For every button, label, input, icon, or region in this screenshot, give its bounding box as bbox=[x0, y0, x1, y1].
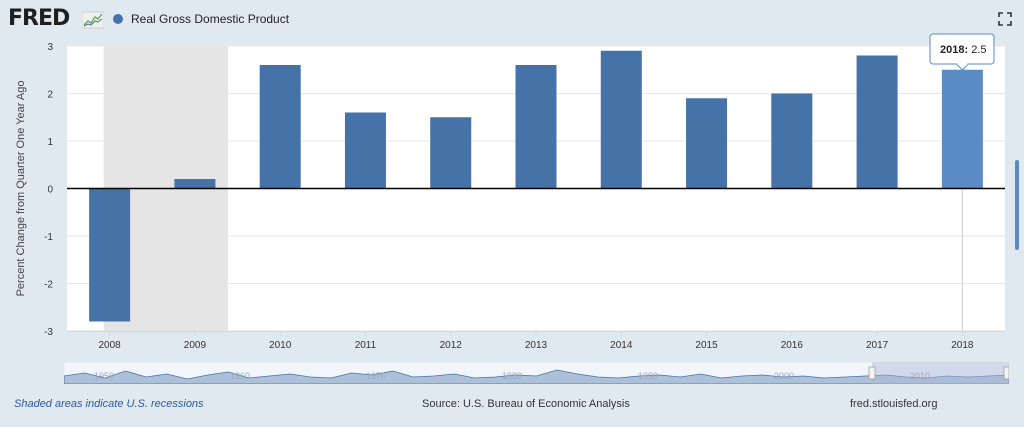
tooltip-value: 2.5 bbox=[968, 44, 986, 56]
x-tick-label: 2013 bbox=[525, 340, 548, 351]
legend-series-label: Real Gross Domestic Product bbox=[131, 12, 290, 26]
bar[interactable] bbox=[430, 117, 472, 189]
navigator-label: 1970 bbox=[366, 371, 386, 381]
bar[interactable] bbox=[174, 179, 216, 189]
range-navigator[interactable]: 1950 1960 1970 1980 1990 2000 2010 bbox=[64, 362, 1009, 384]
y-tick-label: -1 bbox=[44, 232, 53, 243]
navigator-handle-right[interactable] bbox=[1003, 366, 1009, 380]
tooltip-pointer-mask bbox=[957, 63, 968, 65]
bar[interactable] bbox=[856, 55, 898, 189]
y-tick-label: -2 bbox=[44, 280, 53, 291]
navigator-handle-left[interactable] bbox=[868, 366, 876, 380]
fred-logo[interactable]: FRED bbox=[8, 6, 70, 31]
x-tick-label: 2018 bbox=[951, 340, 974, 351]
tooltip-text: 2018: 2.5 bbox=[940, 44, 987, 56]
x-tick-label: 2015 bbox=[695, 340, 718, 351]
bar[interactable] bbox=[771, 93, 813, 189]
bar[interactable] bbox=[259, 65, 301, 189]
navigator-label: 2010 bbox=[910, 371, 930, 381]
x-tick-label: 2012 bbox=[440, 340, 463, 351]
chart-area: -3 -2 -1 0 1 2 3 Percent Change from Quarter On… bbox=[15, 33, 1005, 351]
navigator-label: 2000 bbox=[774, 371, 794, 381]
navigator-label: 1950 bbox=[94, 371, 114, 381]
navigator-label: 1980 bbox=[502, 371, 522, 381]
chart-header: FRED Real Gross Domestic Product bbox=[0, 0, 1024, 40]
bar[interactable] bbox=[515, 65, 557, 189]
bar[interactable] bbox=[686, 98, 728, 189]
legend-series-dot bbox=[113, 14, 123, 24]
navigator-label: 1960 bbox=[230, 371, 250, 381]
bar[interactable] bbox=[600, 50, 642, 189]
tooltip-label: 2018: bbox=[940, 44, 968, 56]
x-tick-label: 2014 bbox=[610, 340, 633, 351]
fullscreen-icon[interactable] bbox=[998, 12, 1012, 26]
navigator-selected-range[interactable] bbox=[872, 362, 1009, 384]
x-tick-label: 2017 bbox=[866, 340, 889, 351]
x-tick-label: 2016 bbox=[781, 340, 804, 351]
recession-note-link[interactable]: Shaded areas indicate U.S. recessions bbox=[14, 398, 204, 410]
x-tick-label: 2010 bbox=[269, 340, 292, 351]
fred-site-link[interactable]: fred.stlouisfed.org bbox=[850, 398, 938, 410]
x-tick-label: 2008 bbox=[99, 340, 122, 351]
bar[interactable] bbox=[344, 112, 386, 189]
legend[interactable]: Real Gross Domestic Product bbox=[113, 12, 289, 26]
navigator-series bbox=[64, 369, 1009, 384]
y-tick-label: -3 bbox=[44, 327, 53, 338]
source-text: Source: U.S. Bureau of Economic Analysis bbox=[422, 398, 630, 410]
bar[interactable] bbox=[941, 69, 983, 189]
navigator-label: 1990 bbox=[638, 371, 658, 381]
logo-graph-icon bbox=[82, 11, 104, 29]
y-tick-label: 1 bbox=[47, 137, 53, 148]
y-tick-label: 0 bbox=[47, 185, 53, 196]
x-tick-label: 2009 bbox=[184, 340, 207, 351]
x-tick-label: 2011 bbox=[355, 340, 377, 351]
y-tick-label: 3 bbox=[47, 42, 53, 53]
bar[interactable] bbox=[89, 188, 131, 322]
y-axis-label: Percent Change from Quarter One Year Ago bbox=[15, 81, 27, 297]
page-scrollbar[interactable] bbox=[1015, 160, 1019, 250]
y-tick-label: 2 bbox=[47, 90, 53, 101]
